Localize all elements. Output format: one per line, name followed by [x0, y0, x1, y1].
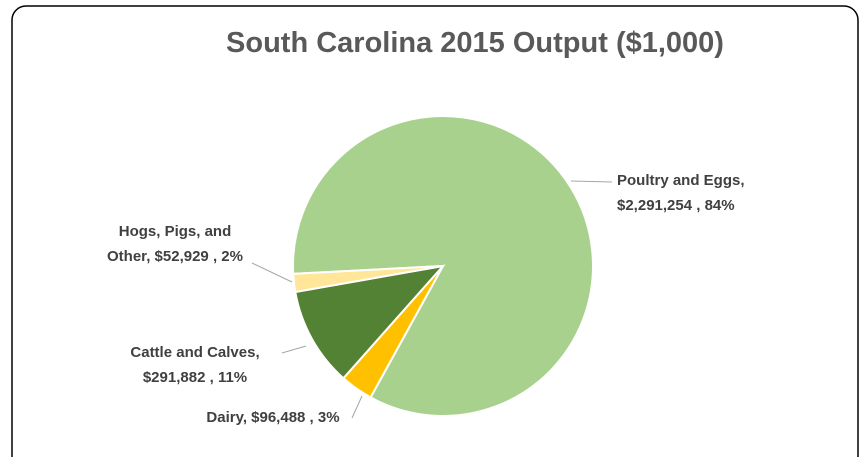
data-label: Cattle and Calves, $291,882 , 11% [130, 344, 260, 386]
pie [292, 115, 594, 417]
label-name: Cattle and Calves [130, 344, 256, 361]
data-label: Dairy, $96,488 , 3% [206, 409, 340, 426]
data-label: Poultry and Eggs, $2,291,254 , 84% [617, 172, 745, 214]
pie-slice [292, 265, 444, 294]
label-value: $96,488 [251, 409, 306, 426]
pie-slice [294, 264, 446, 380]
data-label: Hogs, Pigs, and Other, $52,929 , 2% [107, 223, 243, 265]
leader-line [351, 395, 363, 419]
leader-line [570, 180, 613, 183]
leader-lines [251, 180, 613, 419]
label-name: Poultry and Eggs [617, 172, 741, 189]
label-value: $2,291,254 [617, 197, 693, 214]
chart-title: South Carolina 2015 Output ($1,000) [226, 27, 724, 59]
label-percent: 3% [317, 409, 340, 426]
label-name: Dairy [206, 409, 243, 426]
label-percent: 11% [217, 369, 248, 386]
label-percent: 2% [221, 248, 243, 265]
leader-line [251, 262, 293, 283]
label-value: $52,929 [154, 248, 209, 265]
label-name: Hogs, Pigs, and Other [107, 223, 232, 265]
label-percent: 84% [704, 197, 735, 214]
leader-line [281, 345, 307, 354]
label-value: $291,882 [142, 369, 206, 386]
